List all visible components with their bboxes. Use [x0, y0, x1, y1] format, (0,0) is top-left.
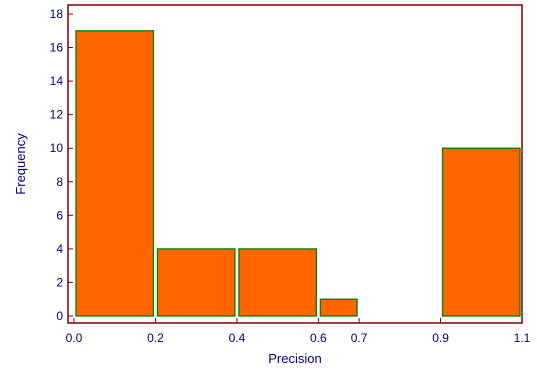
plot-frame [67, 4, 523, 324]
histogram-bar-0 [75, 30, 155, 317]
y-tick-label: 10 [50, 141, 64, 155]
x-tick-label: 0.9 [432, 331, 449, 345]
y-tick-label: 18 [50, 7, 64, 21]
y-axis-title: Frequency [13, 133, 28, 195]
x-tick-label: 0.7 [351, 331, 368, 345]
axes-layer [67, 4, 523, 324]
y-tick-label: 14 [50, 74, 64, 88]
y-tick-label: 12 [50, 108, 64, 122]
x-axis-title: Precision [268, 351, 321, 366]
labels-layer: 0 2 4 6 8 10 12 14 16 18 0.0 0.2 0.4 0.6 0.7 0.9 1.1 Prec… [13, 7, 531, 366]
x-tick-label: 0.6 [310, 331, 327, 345]
y-tick-label: 4 [56, 242, 63, 256]
histogram-bar-3 [319, 298, 358, 317]
bars-layer [75, 30, 521, 317]
x-tick-label: 1.1 [514, 331, 531, 345]
x-tick-label: 0.0 [66, 331, 83, 345]
histogram-bar-4 [441, 147, 521, 317]
y-tick-label: 16 [50, 41, 64, 55]
x-tick-label: 0.2 [147, 331, 164, 345]
histogram-bar-2 [238, 248, 318, 317]
y-tick-label: 0 [56, 309, 63, 323]
y-tick-label: 6 [56, 208, 63, 222]
x-tick-label: 0.4 [229, 331, 246, 345]
y-tick-label: 8 [56, 175, 63, 189]
histogram-bar-1 [156, 248, 236, 317]
y-tick-label: 2 [56, 275, 63, 289]
